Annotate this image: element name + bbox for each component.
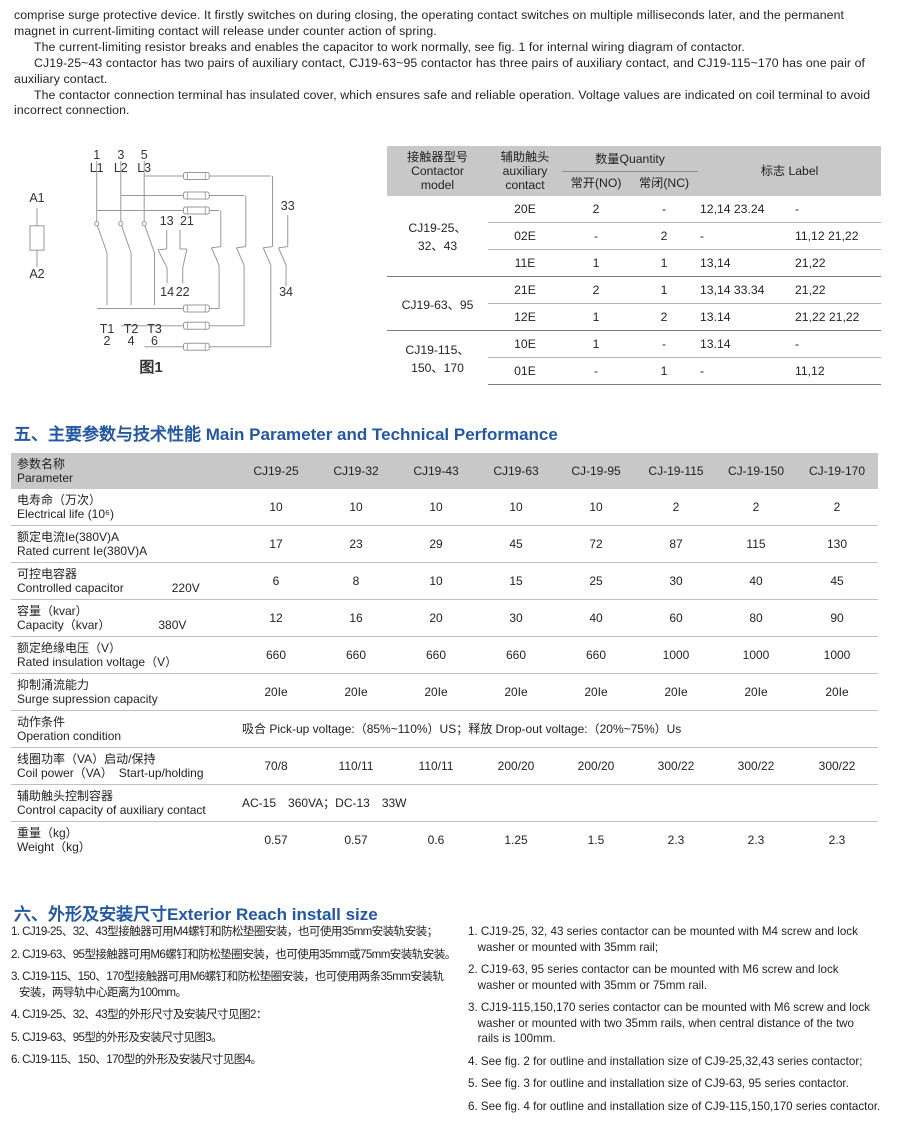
svg-text:13: 13 xyxy=(160,214,174,228)
svg-text:2: 2 xyxy=(104,334,111,348)
svg-text:图1: 图1 xyxy=(139,359,162,376)
svg-text:A1: A1 xyxy=(29,191,44,205)
svg-text:6: 6 xyxy=(151,334,158,348)
svg-text:4: 4 xyxy=(128,334,135,348)
svg-text:22: 22 xyxy=(176,285,190,299)
svg-text:33: 33 xyxy=(281,199,295,213)
svg-text:L2: L2 xyxy=(114,161,128,175)
svg-text:34: 34 xyxy=(279,285,293,299)
svg-text:21: 21 xyxy=(180,214,194,228)
svg-text:A2: A2 xyxy=(29,267,44,281)
svg-text:14: 14 xyxy=(160,285,174,299)
svg-text:L3: L3 xyxy=(137,161,151,175)
svg-text:L1: L1 xyxy=(90,161,104,175)
